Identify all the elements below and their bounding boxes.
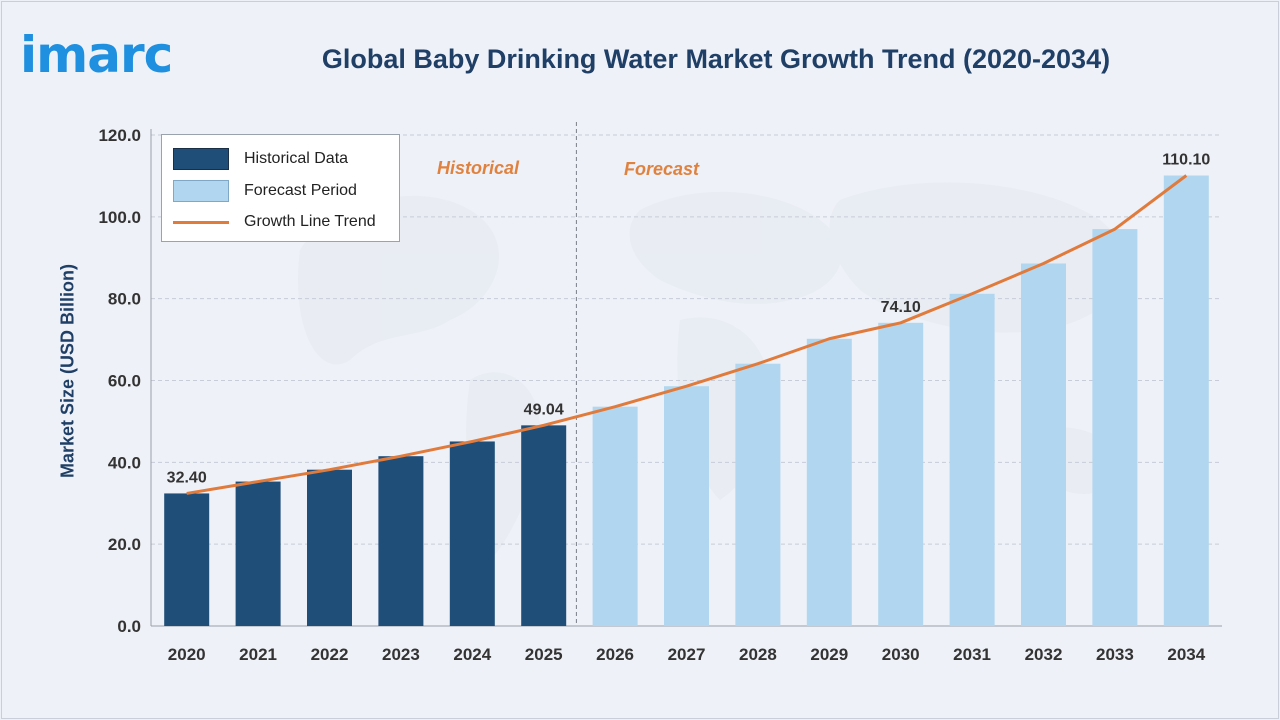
bar-2027 xyxy=(664,386,709,626)
legend: Historical Data Forecast Period Growth L… xyxy=(161,134,400,242)
y-axis-label: Market Size (USD Billion) xyxy=(57,263,78,479)
legend-swatch-forecast xyxy=(173,180,229,202)
x-tick-label: 2029 xyxy=(810,645,848,664)
x-tick-label: 2021 xyxy=(239,645,277,664)
bar-2024 xyxy=(449,441,495,626)
growth-trend-line xyxy=(186,174,1188,495)
chart-title: Global Baby Drinking Water Market Growth… xyxy=(321,44,1111,74)
x-tick-label: 2027 xyxy=(668,645,706,664)
legend-swatch-trend xyxy=(173,220,229,224)
map-shape xyxy=(629,191,842,304)
x-tick-label: 2033 xyxy=(1096,645,1134,664)
legend-item-trend: Growth Line Trend xyxy=(173,210,376,234)
y-tick-label: 20.0 xyxy=(108,535,141,554)
x-tick-label: 2024 xyxy=(453,645,491,664)
bar-2022 xyxy=(307,469,352,626)
bar-2034 xyxy=(1163,175,1209,626)
bar-2025 xyxy=(521,425,567,626)
legend-label-historical: Historical Data xyxy=(244,150,349,167)
bar-2033 xyxy=(1092,229,1138,626)
legend-label-trend: Growth Line Trend xyxy=(244,213,376,230)
bar-2029 xyxy=(806,338,852,626)
bar-2030 xyxy=(878,322,924,626)
x-tick-label: 2023 xyxy=(382,645,420,664)
bar-2032 xyxy=(1021,263,1066,626)
legend-label-forecast: Forecast Period xyxy=(244,182,357,199)
bar-2023 xyxy=(378,456,424,626)
x-tick-label: 2028 xyxy=(739,645,777,664)
y-tick-label: 60.0 xyxy=(108,372,141,391)
bar-2026 xyxy=(592,406,638,626)
legend-swatch-historical xyxy=(173,148,229,170)
x-tick-label: 2026 xyxy=(596,645,634,664)
legend-item-forecast: Forecast Period xyxy=(173,179,357,203)
x-tick-label: 2020 xyxy=(168,645,206,664)
data-label: 32.40 xyxy=(167,469,207,486)
x-tick-label: 2025 xyxy=(525,645,563,664)
y-tick-label: 120.0 xyxy=(98,126,141,145)
x-tick-label: 2022 xyxy=(311,645,349,664)
legend-item-historical: Historical Data xyxy=(173,147,348,171)
historical-phase-label: Historical xyxy=(437,158,520,178)
y-tick-label: 40.0 xyxy=(108,453,141,472)
x-tick-label: 2031 xyxy=(953,645,991,664)
data-label: 74.10 xyxy=(881,299,921,316)
x-tick-label: 2034 xyxy=(1167,645,1205,664)
imarc-logo: imarc xyxy=(20,26,173,84)
bar-2031 xyxy=(949,293,995,626)
y-tick-label: 0.0 xyxy=(117,617,141,636)
x-tick-label: 2032 xyxy=(1025,645,1063,664)
y-tick-label: 80.0 xyxy=(108,290,141,309)
y-tick-label: 100.0 xyxy=(98,208,141,227)
data-label: 49.04 xyxy=(524,401,564,418)
bar-2020 xyxy=(164,493,210,626)
x-tick-label: 2030 xyxy=(882,645,920,664)
forecast-phase-label: Forecast xyxy=(624,159,700,179)
bar-2021 xyxy=(235,481,281,626)
bar-2028 xyxy=(735,363,781,626)
data-label: 110.10 xyxy=(1162,152,1210,169)
